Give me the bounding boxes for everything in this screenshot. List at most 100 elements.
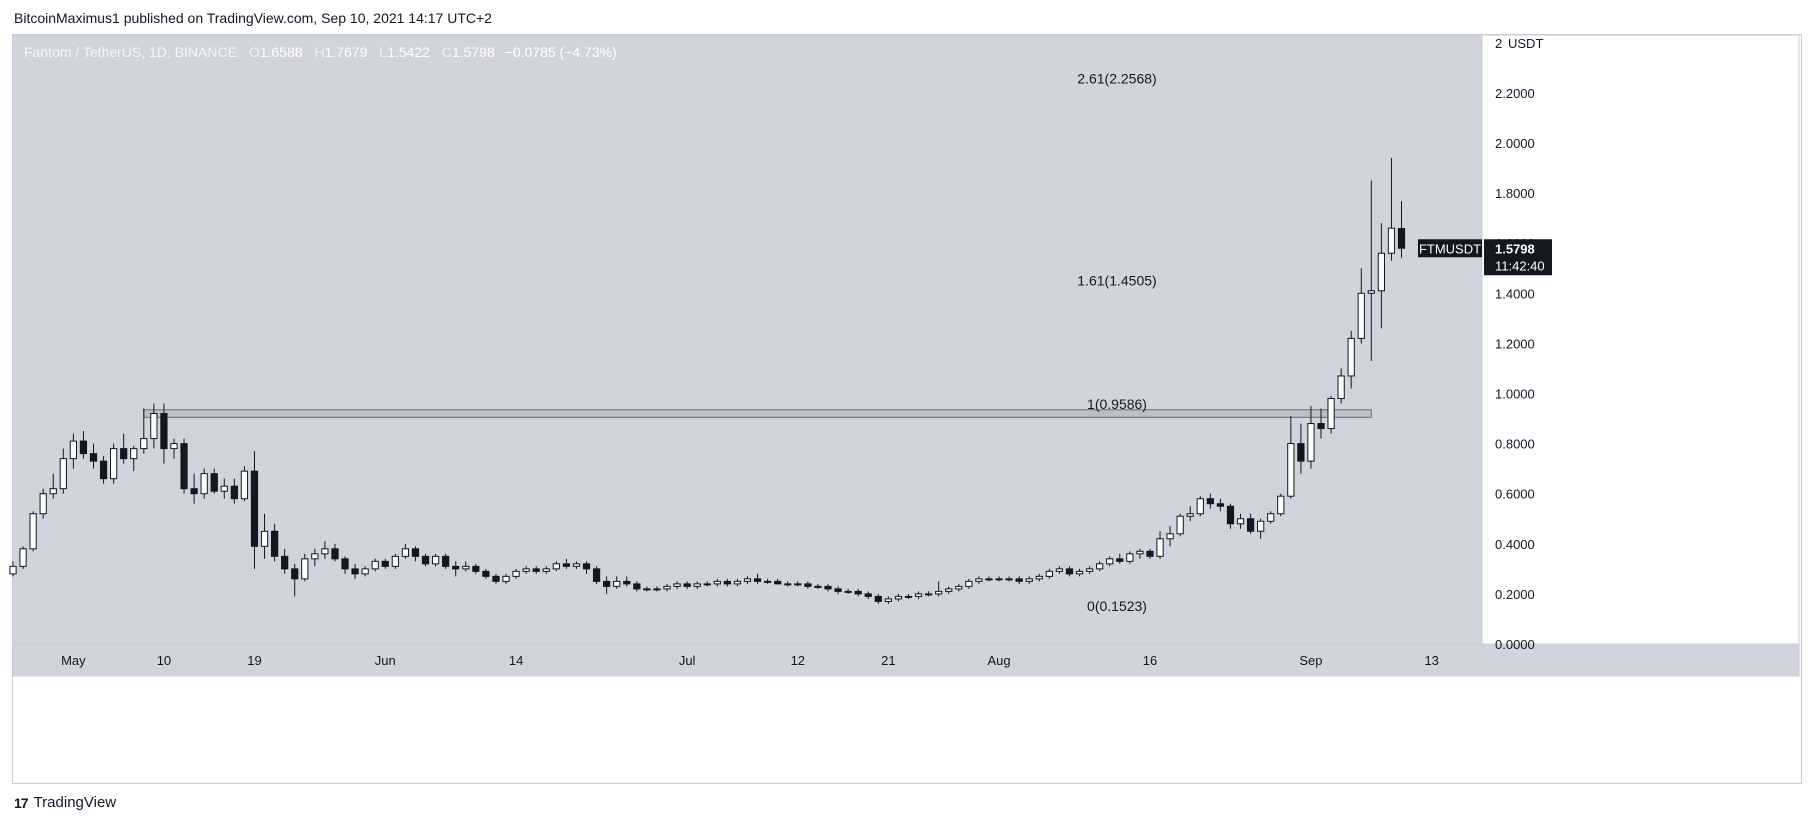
candle[interactable] [1055, 566, 1064, 574]
candle[interactable] [603, 576, 611, 594]
candle[interactable] [49, 473, 57, 499]
candle[interactable] [935, 581, 943, 597]
candle[interactable] [351, 563, 359, 579]
candle[interactable] [1045, 568, 1053, 579]
candle[interactable] [1075, 568, 1084, 577]
candle[interactable] [683, 581, 691, 589]
candle[interactable] [512, 568, 520, 579]
time-axis[interactable] [12, 643, 1800, 677]
candle[interactable] [753, 573, 762, 584]
candle[interactable] [200, 468, 208, 499]
candle[interactable] [170, 438, 178, 459]
candle[interactable] [1397, 201, 1406, 258]
candle[interactable] [69, 433, 77, 469]
candle[interactable] [401, 543, 410, 559]
candle[interactable] [1337, 368, 1345, 404]
candle[interactable] [331, 543, 339, 562]
candle[interactable] [1126, 551, 1134, 564]
candle[interactable] [39, 488, 47, 519]
candle[interactable] [321, 541, 329, 559]
candle[interactable] [89, 443, 98, 469]
candle[interactable] [19, 546, 27, 569]
candle[interactable] [713, 578, 721, 587]
price-axis[interactable] [1481, 34, 1800, 645]
candle[interactable] [301, 553, 309, 582]
candle[interactable] [985, 576, 993, 582]
candle[interactable] [874, 593, 882, 604]
candle[interactable] [281, 548, 289, 574]
candle[interactable] [975, 576, 983, 584]
candle[interactable] [1116, 553, 1124, 564]
candle[interactable] [532, 566, 540, 574]
candle[interactable] [854, 588, 862, 597]
candle[interactable] [220, 478, 228, 499]
candle[interactable] [311, 548, 319, 567]
candle[interactable] [1186, 506, 1194, 522]
candle[interactable] [109, 443, 118, 484]
candle[interactable] [1236, 513, 1245, 529]
candle[interactable] [1347, 330, 1355, 389]
candle[interactable] [270, 523, 279, 562]
candle[interactable] [472, 563, 480, 574]
candle[interactable] [774, 578, 782, 585]
candle[interactable] [180, 438, 188, 494]
candle[interactable] [703, 581, 711, 587]
candle[interactable] [653, 586, 661, 592]
candle[interactable] [592, 566, 601, 584]
candle[interactable] [1025, 576, 1033, 584]
candle[interactable] [965, 578, 973, 589]
candle[interactable] [552, 561, 560, 572]
candle[interactable] [381, 558, 389, 569]
candle[interactable] [884, 596, 892, 604]
candle[interactable] [371, 558, 379, 572]
candle[interactable] [260, 513, 269, 559]
candle[interactable] [1035, 573, 1043, 582]
candle[interactable] [1297, 423, 1305, 474]
candle[interactable] [1307, 406, 1315, 469]
candle[interactable] [1287, 416, 1295, 499]
tradingview-brand[interactable]: 17 TradingView [14, 794, 116, 811]
candle[interactable] [824, 583, 832, 592]
candle[interactable] [99, 456, 108, 484]
candle[interactable] [230, 478, 238, 504]
candle[interactable] [1327, 396, 1335, 434]
candle[interactable] [59, 448, 67, 494]
candle[interactable] [140, 408, 148, 454]
candle[interactable] [1015, 576, 1023, 584]
candle[interactable] [784, 581, 792, 587]
candle[interactable] [1096, 561, 1104, 572]
candle[interactable] [341, 556, 349, 574]
candle[interactable] [1196, 496, 1204, 517]
candle[interactable] [743, 576, 752, 584]
candle[interactable] [894, 593, 903, 602]
candle[interactable] [914, 591, 923, 599]
candle[interactable] [1146, 548, 1154, 559]
candle[interactable] [633, 581, 641, 592]
candle[interactable] [250, 451, 259, 569]
candle[interactable] [804, 581, 812, 589]
candle[interactable] [1005, 576, 1013, 582]
candle[interactable] [1226, 503, 1235, 529]
candle[interactable] [1367, 180, 1375, 361]
candle[interactable] [1267, 511, 1275, 524]
candle[interactable] [723, 578, 731, 587]
candle[interactable] [361, 566, 369, 577]
candle[interactable] [582, 561, 591, 574]
candle[interactable] [1377, 223, 1386, 329]
candle[interactable] [995, 576, 1003, 582]
candle[interactable] [1166, 526, 1174, 547]
candle[interactable] [572, 561, 581, 569]
candle[interactable] [643, 586, 651, 592]
candle[interactable] [1136, 548, 1144, 559]
candle[interactable] [1156, 531, 1164, 559]
candle[interactable] [421, 553, 430, 567]
candle[interactable] [411, 546, 420, 562]
candle[interactable] [1065, 566, 1074, 577]
candle[interactable] [391, 553, 399, 569]
candle[interactable] [1357, 268, 1365, 344]
candle[interactable] [663, 583, 671, 592]
candle[interactable] [864, 591, 872, 599]
candle[interactable] [1106, 556, 1114, 567]
candle[interactable] [623, 576, 631, 587]
